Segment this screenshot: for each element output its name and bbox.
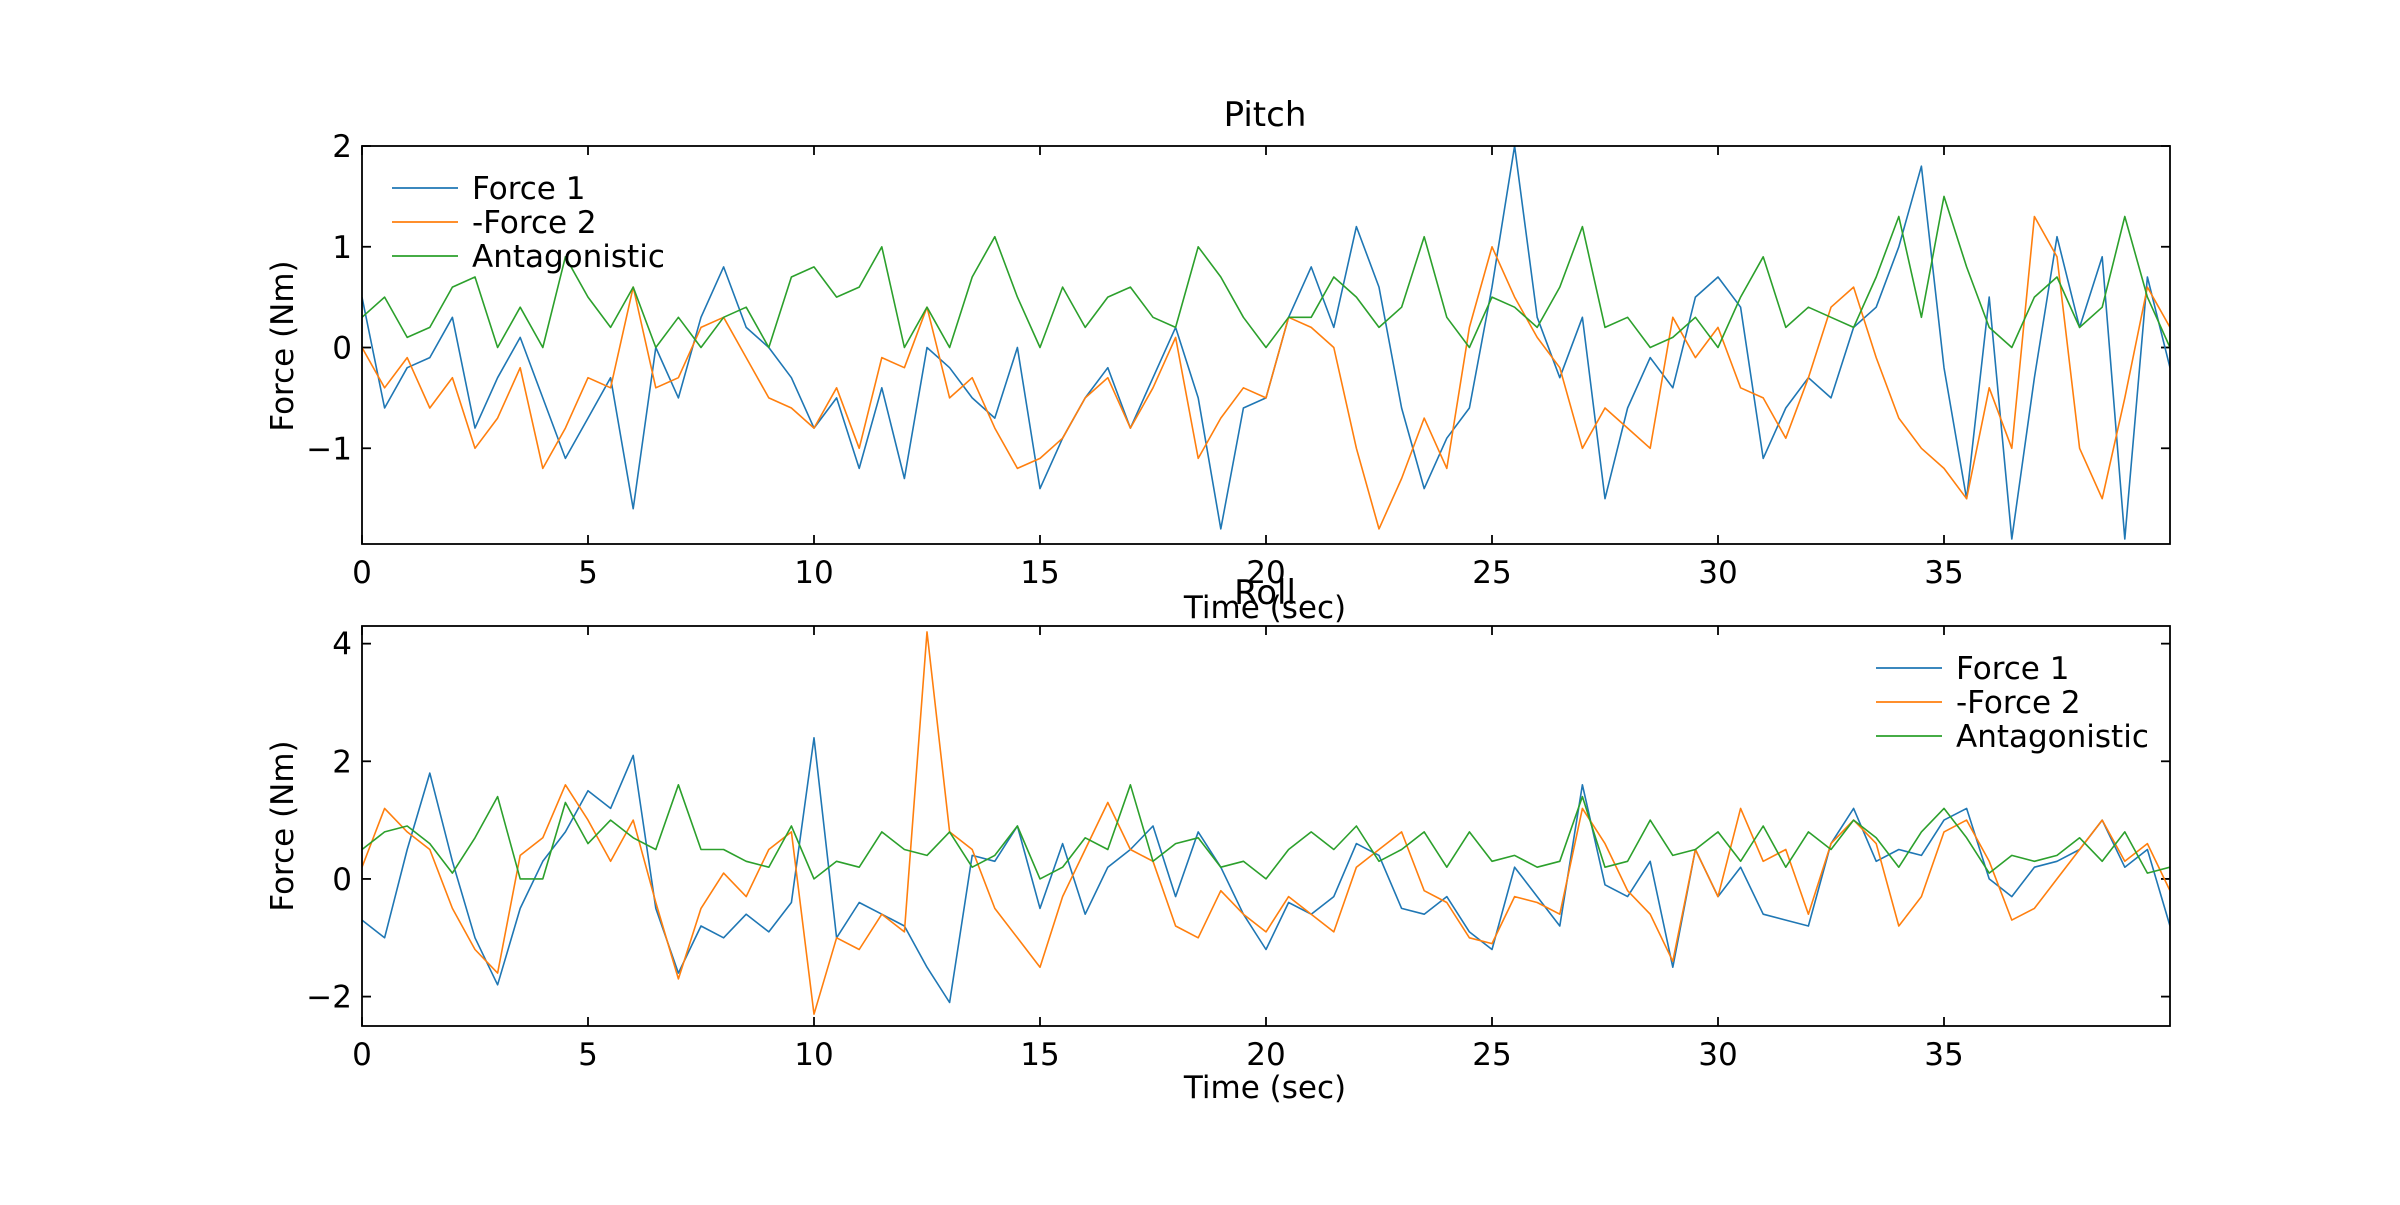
pitch-legend: Force 1 -Force 2 Antagonistic <box>392 171 665 275</box>
pitch-xtick-label: 20 <box>1246 555 1285 591</box>
pitch-legend-antagonistic-label: Antagonistic <box>472 239 665 275</box>
pitch-xtick-label: 0 <box>352 555 372 591</box>
roll-ylabel: Force (Nm) <box>265 740 301 911</box>
pitch-ytick-label: −1 <box>306 431 352 467</box>
pitch-series-force-2 <box>362 215 2170 530</box>
roll-legend: Force 1 -Force 2 Antagonistic <box>1876 651 2149 755</box>
pitch-xlabel: Time (sec) <box>1183 590 1346 626</box>
pitch-series-force-1 <box>362 146 2170 540</box>
pitch-panel: Pitch Force (Nm) Time (sec) 0 5 10 15 20 25 30… <box>265 95 2171 626</box>
roll-series <box>362 631 2170 1016</box>
pitch-ytick-label: 2 <box>332 129 352 165</box>
roll-panel: Roll Force (Nm) Time (sec) 0 5 10 15 20 25 30 3… <box>265 573 2171 1106</box>
pitch-xtick-label: 15 <box>1020 555 1059 591</box>
roll-series-force-1 <box>362 736 2170 1004</box>
roll-legend-force2-label: -Force 2 <box>1956 685 2081 721</box>
roll-xlabel: Time (sec) <box>1183 1070 1346 1106</box>
roll-ytick-label: 2 <box>332 744 352 780</box>
roll-ytick-label: −2 <box>306 980 352 1016</box>
roll-xtick-label: 15 <box>1020 1037 1059 1073</box>
roll-xtick-label: 0 <box>352 1037 372 1073</box>
roll-axes-frame <box>361 625 2171 1027</box>
roll-xtick-label: 30 <box>1698 1037 1737 1073</box>
pitch-xtick-label: 35 <box>1924 555 1963 591</box>
pitch-axes-frame <box>361 145 2171 545</box>
roll-xtick-label: 35 <box>1924 1037 1963 1073</box>
roll-ytick-label: 4 <box>332 627 352 663</box>
pitch-ytick-label: 0 <box>332 331 352 367</box>
pitch-series-antagonistic <box>362 195 2170 349</box>
roll-xtick-label: 10 <box>794 1037 833 1073</box>
pitch-legend-force1-label: Force 1 <box>472 171 585 207</box>
roll-series-antagonistic <box>362 783 2170 880</box>
roll-legend-force1-label: Force 1 <box>1956 651 2069 687</box>
pitch-series <box>362 146 2170 540</box>
pitch-xtick-label: 30 <box>1698 555 1737 591</box>
roll-title: Roll <box>1234 573 1296 613</box>
pitch-legend-force2-label: -Force 2 <box>472 205 597 241</box>
roll-xtick-label: 25 <box>1472 1037 1511 1073</box>
pitch-title: Pitch <box>1224 95 1307 135</box>
pitch-xtick-label: 25 <box>1472 555 1511 591</box>
pitch-xtick-label: 5 <box>578 555 598 591</box>
roll-series-force-2 <box>362 631 2170 1016</box>
pitch-ticks: 0 5 10 15 20 25 30 35 −1 0 1 2 <box>306 129 2170 591</box>
pitch-ylabel: Force (Nm) <box>265 260 301 431</box>
roll-xtick-label: 20 <box>1246 1037 1285 1073</box>
pitch-xtick-label: 10 <box>794 555 833 591</box>
roll-xtick-label: 5 <box>578 1037 598 1073</box>
roll-legend-antagonistic-label: Antagonistic <box>1956 719 2149 755</box>
pitch-ytick-label: 1 <box>332 230 352 266</box>
roll-ytick-label: 0 <box>332 862 352 898</box>
